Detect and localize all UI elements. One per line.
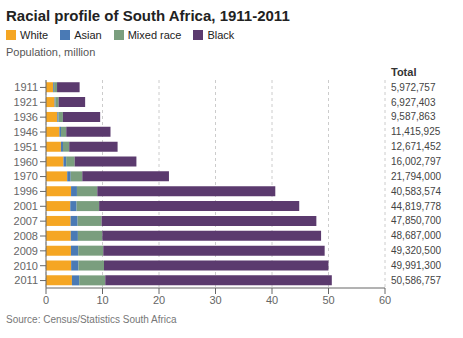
svg-text:12,671,452: 12,671,452 — [391, 141, 441, 152]
svg-text:40,583,574: 40,583,574 — [391, 186, 441, 197]
svg-text:2008: 2008 — [14, 230, 38, 242]
svg-text:50: 50 — [322, 294, 334, 306]
svg-text:49,320,500: 49,320,500 — [391, 245, 441, 256]
svg-text:1970: 1970 — [14, 170, 38, 182]
html-text:Mixed race: Mixed race — [127, 29, 182, 41]
svg-text:1911: 1911 — [14, 81, 38, 93]
svg-text:1946: 1946 — [14, 126, 38, 138]
svg-text:1951: 1951 — [14, 141, 38, 153]
svg-text:11,415,925: 11,415,925 — [391, 126, 441, 137]
svg-text:21,794,000: 21,794,000 — [391, 171, 441, 182]
html-text:Black: Black — [207, 29, 235, 41]
svg-text:2011: 2011 — [14, 274, 38, 286]
svg-text:5,972,757: 5,972,757 — [391, 82, 436, 93]
svg-text:20: 20 — [153, 294, 165, 306]
svg-text:2007: 2007 — [14, 215, 38, 227]
svg-text:2010: 2010 — [14, 260, 38, 272]
html-text:White: White — [20, 29, 49, 41]
html-text:Source: Census/Statistics Sout: Source: Census/Statistics South Africa — [6, 314, 177, 325]
svg-text:60: 60 — [379, 294, 391, 306]
svg-text:49,991,300: 49,991,300 — [391, 260, 441, 271]
svg-text:40: 40 — [266, 294, 278, 306]
svg-text:50,586,757: 50,586,757 — [391, 275, 441, 286]
svg-text:1921: 1921 — [14, 96, 38, 108]
svg-text:44,819,778: 44,819,778 — [391, 201, 441, 212]
svg-text:47,850,700: 47,850,700 — [391, 215, 441, 226]
html-text:Population, million: Population, million — [6, 46, 96, 58]
svg-text:1996: 1996 — [14, 185, 38, 197]
html-text:Racial profile of South Africa: Racial profile of South Africa, 1911-201… — [6, 7, 290, 24]
html-text:Asian: Asian — [74, 29, 102, 41]
svg-text:2001: 2001 — [14, 200, 38, 212]
svg-text:6,927,403: 6,927,403 — [391, 97, 436, 108]
svg-text:16,002,797: 16,002,797 — [391, 156, 441, 167]
svg-text:1936: 1936 — [14, 111, 38, 123]
svg-text:2009: 2009 — [14, 245, 38, 257]
svg-text:0: 0 — [43, 294, 49, 306]
svg-text:10: 10 — [96, 294, 108, 306]
svg-text:1960: 1960 — [14, 156, 38, 168]
svg-text:Total: Total — [391, 66, 416, 78]
svg-text:30: 30 — [209, 294, 221, 306]
svg-text:9,587,863: 9,587,863 — [391, 111, 436, 122]
svg-text:48,687,000: 48,687,000 — [391, 230, 441, 241]
